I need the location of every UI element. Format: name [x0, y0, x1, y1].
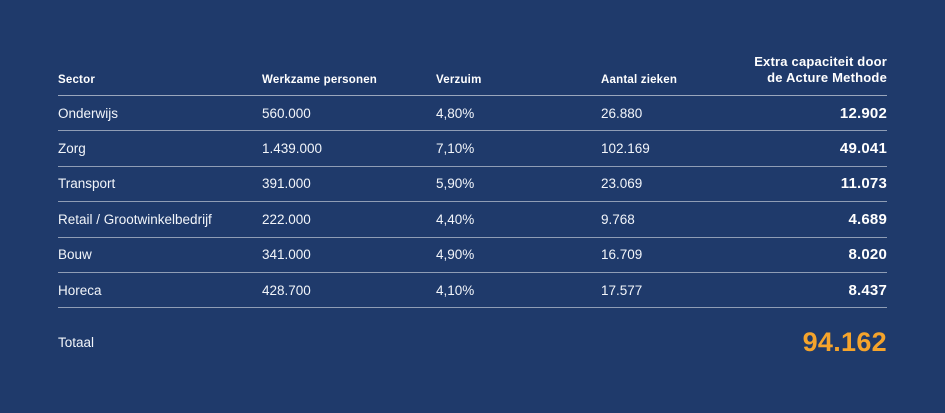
column-header-werkzame-personen: Werkzame personen [262, 74, 378, 86]
cell-werkzame-personen: 222.000 [262, 211, 311, 227]
column-header-extra-capaciteit: Extra capaciteit door de Acture Methode [747, 54, 887, 86]
cell-werkzame-personen: 428.700 [262, 282, 311, 298]
cell-extra-capaciteit: 11.073 [840, 175, 887, 193]
cell-extra-capaciteit: 12.902 [839, 104, 887, 122]
cell-aantal-zieken: 102.169 [601, 141, 650, 157]
table-row: Transport 391.000 5,90% 23.069 11.073 [58, 167, 887, 203]
total-value: 94.162 [802, 326, 887, 357]
cell-werkzame-personen: 341.000 [262, 247, 311, 263]
column-header-extra-capaciteit-line2: de Acture Methode [767, 70, 887, 85]
sector-capacity-table: Sector Werkzame personen Verzuim Aantal … [58, 0, 887, 364]
cell-werkzame-personen: 560.000 [262, 105, 311, 121]
table-row: Onderwijs 560.000 4,80% 26.880 12.902 [58, 96, 887, 132]
cell-verzuim: 4,90% [436, 247, 475, 263]
column-header-sector: Sector [58, 74, 95, 86]
total-label: Totaal [58, 334, 95, 350]
cell-aantal-zieken: 26.880 [601, 105, 643, 121]
cell-verzuim: 4,10% [436, 282, 475, 298]
cell-extra-capaciteit: 49.041 [839, 140, 887, 158]
cell-sector: Retail / Grootwinkelbedrijf [58, 211, 212, 227]
column-header-verzuim: Verzuim [436, 74, 482, 86]
cell-extra-capaciteit: 8.437 [848, 281, 887, 299]
cell-sector: Onderwijs [58, 105, 119, 121]
cell-sector: Zorg [58, 141, 86, 157]
cell-verzuim: 4,40% [436, 211, 475, 227]
column-header-aantal-zieken: Aantal zieken [601, 74, 678, 86]
cell-extra-capaciteit: 8.020 [848, 246, 887, 264]
cell-extra-capaciteit: 4.689 [848, 210, 887, 228]
cell-sector: Bouw [58, 247, 92, 263]
cell-verzuim: 5,90% [436, 176, 475, 192]
cell-aantal-zieken: 23.069 [601, 176, 643, 192]
table-row: Bouw 341.000 4,90% 16.709 8.020 [58, 238, 887, 273]
cell-werkzame-personen: 391.000 [262, 176, 311, 192]
table-row: Horeca 428.700 4,10% 17.577 8.437 [58, 273, 887, 309]
column-header-extra-capaciteit-line1: Extra capaciteit door [754, 54, 887, 69]
cell-aantal-zieken: 9.768 [601, 211, 635, 227]
cell-sector: Horeca [58, 282, 102, 298]
table-row: Retail / Grootwinkelbedrijf 222.000 4,40… [58, 202, 887, 238]
cell-sector: Transport [58, 176, 116, 192]
cell-verzuim: 4,80% [436, 105, 475, 121]
cell-werkzame-personen: 1.439.000 [262, 141, 323, 157]
cell-verzuim: 7,10% [436, 141, 475, 157]
cell-aantal-zieken: 16.709 [601, 247, 643, 263]
table-total-row: Totaal 94.162 [58, 320, 887, 364]
cell-aantal-zieken: 17.577 [601, 282, 643, 298]
table-row: Zorg 1.439.000 7,10% 102.169 49.041 [58, 131, 887, 167]
table-header-row: Sector Werkzame personen Verzuim Aantal … [58, 54, 887, 96]
